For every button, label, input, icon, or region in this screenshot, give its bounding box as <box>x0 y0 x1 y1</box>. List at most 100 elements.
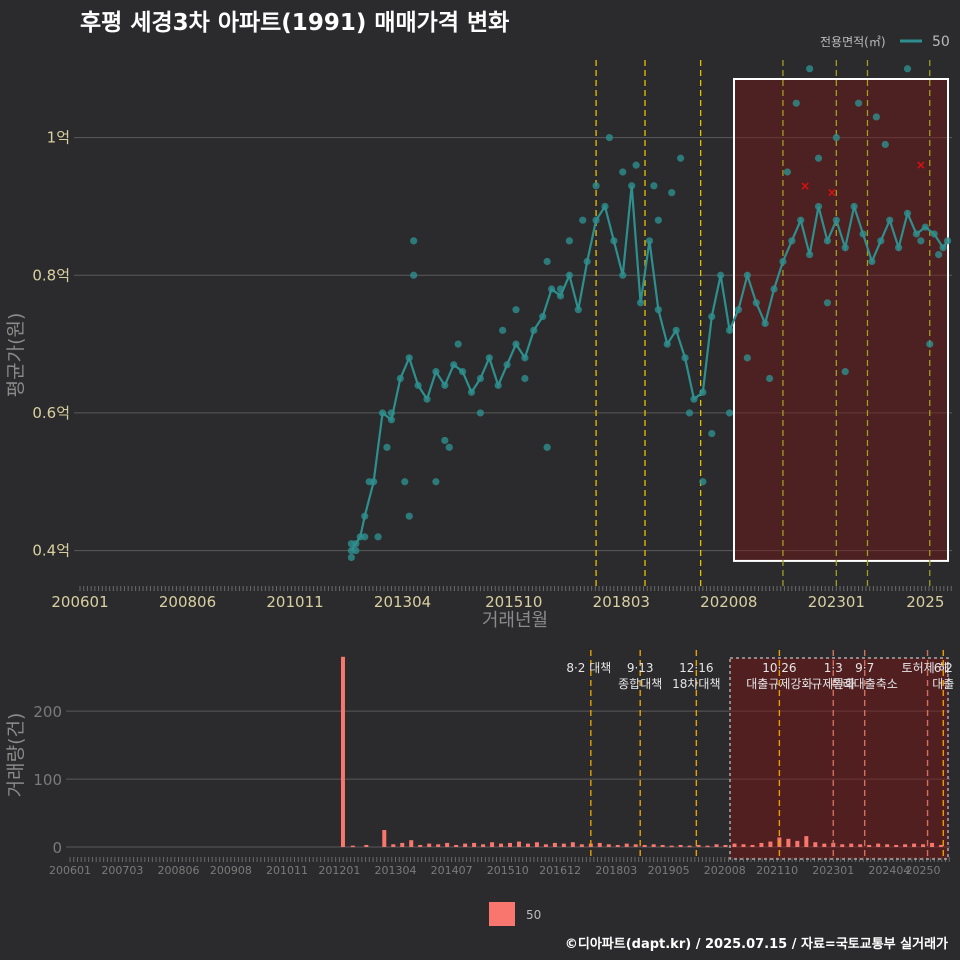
scatter-point <box>441 436 449 445</box>
policy-annotation: 대출 <box>932 677 954 691</box>
volume-bar <box>714 844 719 847</box>
scatter-point <box>619 168 627 176</box>
x-tick-label: 201803 <box>593 593 650 611</box>
x-tick-label: 202008 <box>700 593 757 611</box>
volume-bar <box>490 842 495 847</box>
scatter-point <box>476 409 485 417</box>
scatter-point <box>917 237 925 245</box>
policy-annotation: 종합대책 <box>618 676 662 691</box>
volume-bar <box>750 844 755 847</box>
legend-entry-volume: 50 <box>526 908 541 922</box>
volume-bar <box>552 842 557 847</box>
x-tick-label-volume: 202110 <box>756 864 798 877</box>
scatter-point <box>743 354 751 362</box>
outlier-marker: × <box>916 158 926 172</box>
scatter-point <box>903 65 912 73</box>
volume-bar <box>633 844 638 847</box>
policy-annotation: 특례대출축소 <box>832 677 898 691</box>
policy-annotation: 토허제 해 <box>902 661 950 675</box>
x-tick-label-volume: 202301 <box>812 864 854 877</box>
volume-bar <box>624 843 629 847</box>
scatter-point <box>685 409 694 417</box>
volume-bar <box>382 830 387 847</box>
y-tick-label: 0.4억 <box>32 542 70 560</box>
volume-bar <box>391 844 396 847</box>
volume-bar <box>867 844 872 847</box>
scatter-point <box>543 257 551 266</box>
scatter-point <box>592 182 600 190</box>
volume-bar <box>543 844 548 847</box>
legend-bar-swatch <box>489 902 515 926</box>
shaded-period-box <box>733 78 949 562</box>
volume-bar <box>606 844 611 847</box>
legend-entry: 50 <box>932 34 950 50</box>
volume-bar <box>508 842 512 847</box>
x-tick-label-volume: 200806 <box>158 864 200 877</box>
y-tick-label-volume: 200 <box>33 703 62 721</box>
volume-bar <box>795 840 800 847</box>
scatter-point <box>823 299 832 307</box>
volume-bar <box>615 844 620 847</box>
volume-bar <box>804 836 809 847</box>
policy-annotation: 12·16 <box>679 661 713 675</box>
volume-bar <box>340 656 345 847</box>
volume-bar <box>364 844 369 847</box>
volume-bar <box>759 842 764 847</box>
x-tick-label-volume: 201612 <box>539 864 581 877</box>
volume-bar <box>696 844 701 847</box>
legend-title: 전용면적(㎡) <box>820 35 886 49</box>
volume-bar <box>687 845 692 848</box>
x-tick-label-volume: 200703 <box>101 864 143 877</box>
y-tick-label: 0.6억 <box>32 404 70 422</box>
y-tick-label: 1억 <box>47 129 70 147</box>
x-tick-label: 202301 <box>808 593 865 611</box>
chart-title: 후평 세경3차 아파트(1991) 매매가격 변화 <box>80 10 509 36</box>
scatter-point <box>814 154 823 162</box>
x-tick-label: 200601 <box>51 593 108 611</box>
scatter-point <box>872 113 880 121</box>
scatter-point <box>765 374 774 383</box>
volume-bar <box>858 844 863 847</box>
x-tick-label-volume: 201510 <box>487 864 529 877</box>
volume-bar <box>597 842 602 847</box>
x-tick-label-volume: 201011 <box>266 864 308 877</box>
scatter-point <box>792 99 800 107</box>
scatter-point <box>854 99 863 107</box>
policy-annotation: 9·13 <box>627 661 654 675</box>
x-tick-label-volume: 201905 <box>648 864 690 877</box>
scatter-point <box>654 216 662 224</box>
scatter-point <box>677 154 685 162</box>
policy-annotation: 9·7 <box>855 661 874 675</box>
policy-annotation: 8·2 대책 <box>566 660 611 675</box>
policy-annotation: 6·2 <box>934 661 953 675</box>
x-tick-label: 201011 <box>266 593 323 611</box>
scatter-point <box>383 443 391 451</box>
scatter-point <box>410 271 418 279</box>
volume-bar <box>939 844 944 847</box>
x-tick-label-volume: 201201 <box>318 864 360 877</box>
volume-bar <box>463 843 468 847</box>
scatter-point <box>543 443 551 451</box>
x-tick-label: 2025 <box>906 593 944 611</box>
x-tick-label-volume: 201803 <box>595 864 637 877</box>
volume-bar <box>849 843 854 847</box>
volume-bar <box>840 844 845 847</box>
x-tick-label: 200806 <box>159 593 216 611</box>
volume-bar <box>903 844 908 847</box>
volume-bar <box>921 844 926 847</box>
y-tick-label-volume: 100 <box>33 771 62 789</box>
scatter-point <box>499 326 507 334</box>
scatter-point <box>432 478 440 486</box>
volume-bar <box>876 843 881 847</box>
scatter-point <box>881 140 889 149</box>
volume-bar <box>786 838 791 847</box>
scatter-point <box>445 443 453 451</box>
volume-bar <box>732 843 737 847</box>
policy-annotation: 대출규제강화 <box>746 677 812 691</box>
volume-bar <box>409 840 414 847</box>
volume-bar <box>350 845 355 848</box>
volume-bar <box>525 843 530 847</box>
policy-annotation: 1·3 <box>824 661 843 675</box>
scatter-point <box>699 478 707 486</box>
